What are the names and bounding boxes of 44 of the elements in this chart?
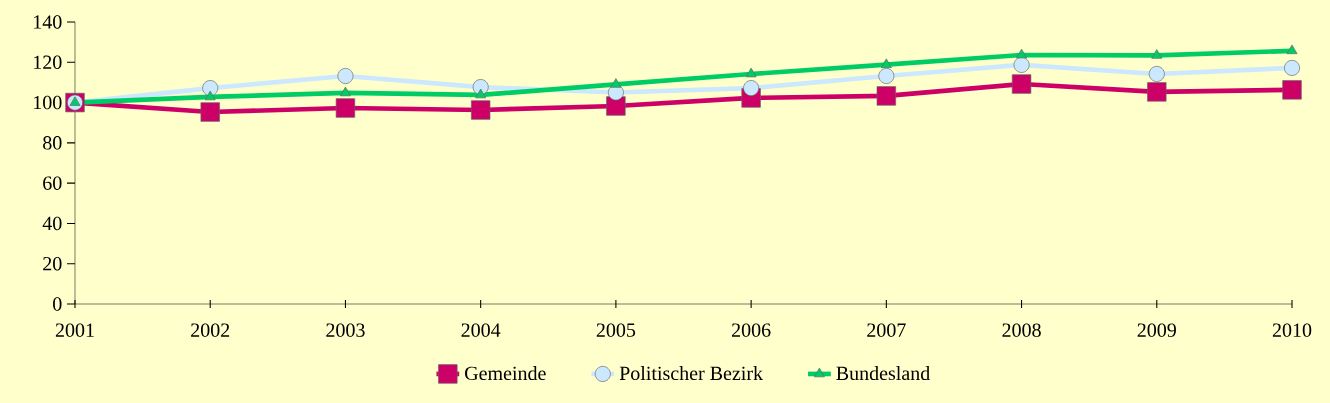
point xyxy=(606,96,626,116)
legend-label: Bundesland xyxy=(836,366,930,381)
x-tick-label: 2005 xyxy=(596,323,636,337)
x-tick-label: 2009 xyxy=(1137,323,1176,337)
x-tick-label: 2003 xyxy=(326,323,365,337)
point xyxy=(745,67,757,78)
point xyxy=(878,68,895,84)
point xyxy=(475,88,487,99)
point xyxy=(1013,56,1030,73)
y-tick-label: 60 xyxy=(43,176,62,190)
y-tick-label: 80 xyxy=(43,136,62,150)
point xyxy=(340,86,351,97)
point xyxy=(471,100,491,120)
point xyxy=(880,58,892,68)
x-tick-label: 2006 xyxy=(732,323,771,337)
x-tick-label: 2008 xyxy=(1002,323,1041,337)
point xyxy=(610,78,622,88)
x-tick-label: 2010 xyxy=(1272,323,1312,337)
x-tick-label: 2007 xyxy=(867,323,906,337)
y-tick-label: 100 xyxy=(34,95,62,110)
y-tick-label: 140 xyxy=(34,15,62,29)
legend-label: Gemeinde xyxy=(465,366,546,381)
y-tick-label: 0 xyxy=(53,297,62,311)
point xyxy=(1011,74,1032,94)
y-tick-label: 120 xyxy=(34,55,62,70)
point xyxy=(876,86,897,106)
y-tick-label: 20 xyxy=(43,256,62,271)
point xyxy=(200,102,220,122)
point xyxy=(1016,48,1027,59)
point xyxy=(1148,66,1165,82)
point xyxy=(204,90,216,101)
point xyxy=(1286,44,1298,55)
point xyxy=(335,98,356,118)
x-tick-label: 2001 xyxy=(55,323,94,337)
x-tick-label: 2002 xyxy=(191,323,230,337)
point xyxy=(1284,59,1300,76)
point xyxy=(1151,49,1163,59)
point xyxy=(743,80,760,96)
point xyxy=(1282,80,1302,100)
point xyxy=(1147,82,1167,102)
legend-label: Politischer Bezirk xyxy=(619,366,764,381)
y-tick-label: 40 xyxy=(42,216,62,231)
x-tick-label: 2004 xyxy=(461,323,501,337)
point xyxy=(337,68,354,84)
